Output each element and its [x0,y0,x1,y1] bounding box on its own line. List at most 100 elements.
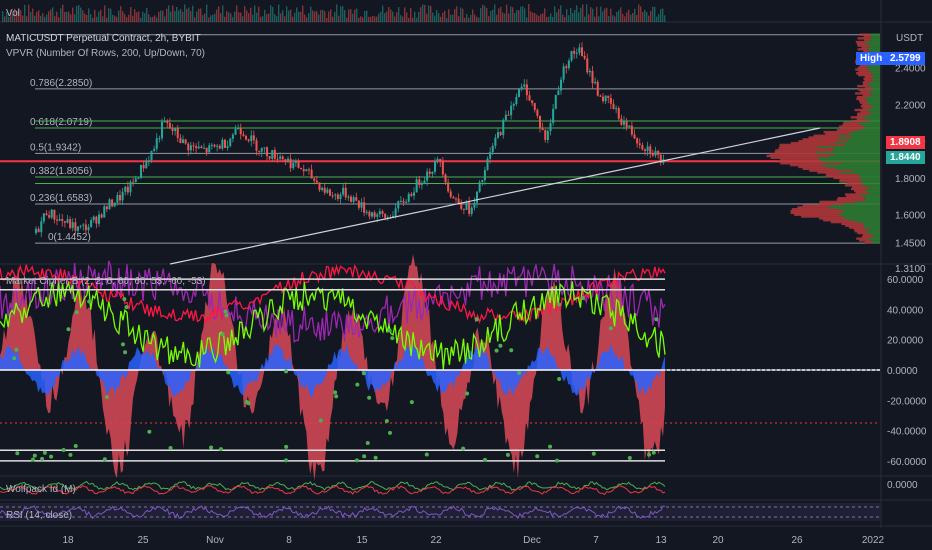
signal-dot [362,454,367,459]
volume-bar [486,8,488,22]
volume-bar [656,16,658,22]
volume-profile-bar [856,114,867,117]
volume-bar [646,11,648,22]
volume-bar [482,4,484,22]
volume-bar [474,14,476,22]
signal-dot [147,429,152,434]
volume-profile-bar [868,46,880,49]
candle-body [119,194,122,201]
candle-body [197,146,200,149]
candle-body [245,135,248,140]
candle-body [187,143,190,151]
signal-dot [388,430,393,435]
volume-profile-bar [827,206,880,209]
volume-bar [352,13,354,22]
volume-profile-bar [836,167,880,170]
volume-profile-bar [857,231,868,235]
signal-dot [384,419,389,424]
candle-body [263,147,266,149]
volume-bar [512,7,514,22]
candle-body [515,96,518,105]
volume-profile-bar [871,92,880,95]
candle-body [607,95,610,98]
volume-bar [540,14,542,22]
volume-profile-bar [828,154,880,158]
candle-body [174,128,177,132]
volume-bar [144,13,146,22]
candle-body [213,144,216,147]
candle-body [137,178,140,180]
signal-dot [409,400,414,405]
signal-dot [535,454,540,459]
volume-profile-bar [825,173,858,176]
volume-profile-bar [856,117,866,121]
volume-bar [448,9,450,22]
candle-body [617,108,620,119]
signal-dot [223,309,228,314]
oscillator-axis-tick: 0.0000 [887,366,918,377]
volume-bar [162,10,164,22]
volume-bar [164,16,166,22]
volume-bar [156,17,158,22]
wolfpack-title: Wolfpack Id (M) [6,484,76,495]
volume-bar [472,9,474,22]
volume-bar [568,15,570,22]
candle-body [415,179,418,193]
candle-body [350,196,353,202]
volume-bar [396,12,398,22]
volume-bar [438,13,440,22]
candle-body [554,95,557,109]
volume-profile-bar [802,167,837,170]
candle-body [609,97,612,104]
volume-bar [124,14,126,22]
volume-profile-bar [856,97,866,101]
volume-profile-bar [869,33,880,36]
volume-bar [54,16,56,22]
candle-body [98,214,101,224]
volume-bar [330,9,332,22]
volume-bar [346,17,348,22]
volume-profile-bar [845,224,864,227]
volume-bar [166,8,168,22]
volume-bar [510,6,512,23]
volume-profile-bar [865,97,880,101]
volume-bar [398,7,400,23]
candle-body [457,198,460,204]
volume-profile-bar [834,152,880,156]
volume-bar [246,10,248,22]
signal-dot [365,440,370,445]
oscillator-axis-tick: -60.0000 [887,457,927,468]
candle-body [397,201,400,209]
volume-bar [86,14,88,22]
time-axis-tick: 2022 [862,535,885,546]
candle-body [552,108,555,123]
volume-bar [138,11,140,22]
volume-profile-bar [857,44,871,47]
candle-body [50,209,53,218]
volume-bar [520,6,522,22]
volume-bar [364,11,366,22]
volume-bar [504,13,506,22]
volume-profile-bar [833,176,861,180]
candle-body [384,213,387,218]
volume-profile-bar [873,241,880,244]
volume-bar [382,5,384,23]
signal-dot [122,297,127,302]
candle-body [108,199,111,210]
candle-body [237,128,240,130]
candle-body [623,121,626,125]
price-axis-tick: 1.3100 [895,264,926,275]
volume-profile-bar [822,219,851,222]
volume-profile-bar [838,208,880,211]
volume-profile-bar [867,64,880,68]
volume-bar [110,8,112,22]
volume-bar [240,12,242,22]
volume-bar [324,11,326,22]
volume-bar [342,6,344,22]
candle-body [402,200,405,203]
candle-body [373,212,376,217]
volume-bar [610,8,612,22]
candle-body [155,138,158,149]
volume-profile-bar [862,184,880,187]
